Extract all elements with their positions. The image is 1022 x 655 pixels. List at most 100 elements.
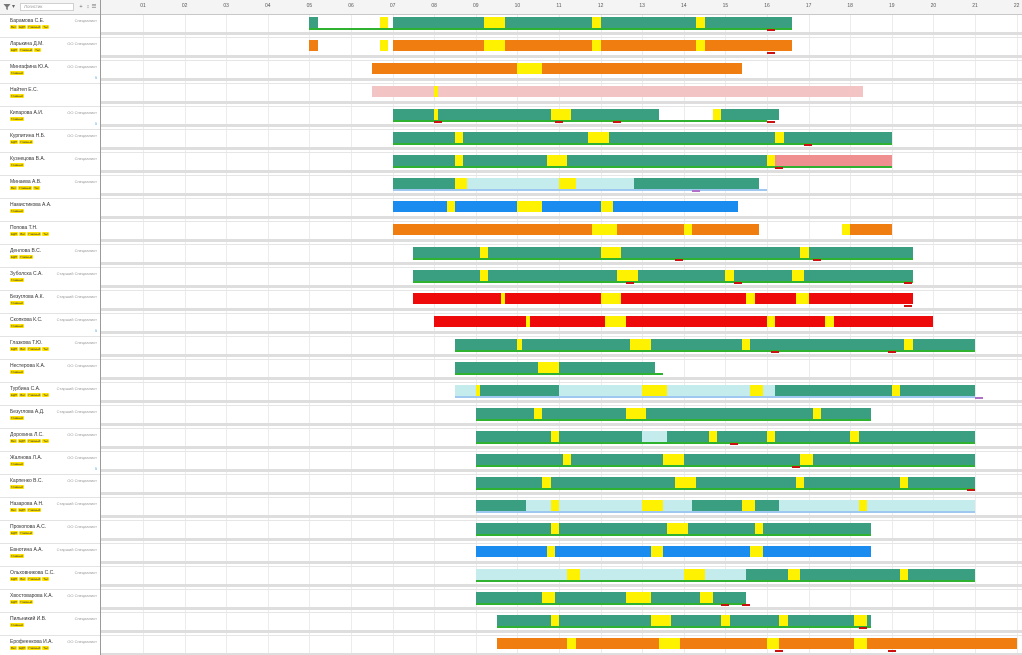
shift-bar[interactable] (567, 569, 580, 580)
shift-bar[interactable] (825, 316, 834, 327)
shift-bar[interactable] (617, 270, 639, 281)
shift-bar[interactable] (525, 316, 530, 327)
shift-bar[interactable] (812, 454, 975, 465)
shift-bar[interactable] (708, 431, 718, 442)
shift-bar[interactable] (579, 569, 684, 580)
shift-bar[interactable] (767, 431, 776, 442)
shift-bar[interactable] (775, 385, 892, 396)
shift-bar[interactable] (692, 224, 759, 235)
shift-bar[interactable] (642, 500, 663, 511)
shift-bar[interactable] (850, 431, 859, 442)
shift-bar[interactable] (796, 293, 809, 304)
shift-bar[interactable] (796, 477, 805, 488)
search-input[interactable]: Логистик (20, 3, 74, 11)
shift-bar[interactable] (371, 86, 435, 97)
chevron-down-icon[interactable]: ▾ (12, 4, 16, 10)
shift-bar[interactable] (679, 638, 767, 649)
shift-bar[interactable] (638, 362, 655, 373)
shift-bar[interactable] (625, 408, 647, 419)
shift-bar[interactable] (696, 40, 705, 51)
shift-bar[interactable] (762, 385, 776, 396)
shift-bar[interactable] (488, 178, 559, 189)
shift-bar[interactable] (559, 178, 576, 189)
shift-bar[interactable] (733, 86, 863, 97)
shift-bar[interactable] (642, 109, 659, 120)
shift-bar[interactable] (380, 40, 389, 51)
employee-row[interactable]: Ерофеенкова И.А. ОО Специалист Вкл ЕДП Главн… (0, 636, 100, 655)
employee-row[interactable]: Карпенко В.С. ОО Специалист Главный (0, 475, 100, 498)
shift-bar[interactable] (542, 408, 626, 419)
shift-bar[interactable] (554, 592, 626, 603)
shift-bar[interactable] (525, 500, 551, 511)
shift-bar[interactable] (646, 408, 813, 419)
shift-bar[interactable] (808, 293, 913, 304)
shift-bar[interactable] (392, 155, 455, 166)
shift-bar[interactable] (841, 224, 851, 235)
shift-bar[interactable] (496, 638, 568, 649)
shift-bar[interactable] (908, 477, 975, 488)
employee-row[interactable]: Безуглова А.К. Старший Специалист Главный (0, 291, 100, 314)
shift-bar[interactable] (600, 40, 697, 51)
shift-bar[interactable] (550, 477, 676, 488)
shift-bar[interactable] (608, 132, 776, 143)
shift-bar[interactable] (658, 638, 680, 649)
shift-bar[interactable] (463, 155, 547, 166)
shift-bar[interactable] (538, 362, 559, 373)
shift-bar[interactable] (833, 316, 934, 327)
shift-bar[interactable] (371, 63, 518, 74)
add-icon[interactable]: + (79, 4, 83, 10)
shift-bar[interactable] (475, 431, 551, 442)
shift-bar[interactable] (592, 40, 601, 51)
shift-bar[interactable] (392, 224, 593, 235)
shift-bar[interactable] (559, 431, 643, 442)
shift-bar[interactable] (750, 385, 763, 396)
shift-bar[interactable] (687, 523, 755, 534)
employee-row[interactable]: Кипарова А.И. ОО Специалист Главный 5 (0, 107, 100, 130)
shift-bar[interactable] (650, 615, 672, 626)
shift-bar[interactable] (708, 385, 751, 396)
shift-bar[interactable] (475, 477, 543, 488)
shift-bar[interactable] (413, 293, 501, 304)
employee-row[interactable]: Глазкова Т.Ю. Специалист ЕДП Вкл Главный Тел (0, 337, 100, 360)
sort-icon[interactable]: ↕ (86, 4, 90, 10)
shift-bar[interactable] (479, 247, 489, 258)
shift-bar[interactable] (567, 638, 576, 649)
shift-bar[interactable] (804, 477, 901, 488)
shift-bar[interactable] (392, 17, 485, 28)
shift-bar[interactable] (455, 339, 518, 350)
shift-bar[interactable] (592, 224, 618, 235)
shift-bar[interactable] (742, 339, 751, 350)
shift-bar[interactable] (642, 431, 668, 442)
shift-bar[interactable] (754, 500, 780, 511)
employee-row[interactable]: Жалнова Л.А. ОО Специалист Главный 5 (0, 452, 100, 475)
shift-bar[interactable] (463, 132, 589, 143)
shift-bar[interactable] (812, 408, 822, 419)
shift-bar[interactable] (638, 270, 726, 281)
shift-bar[interactable] (309, 17, 318, 28)
shift-bar[interactable] (854, 615, 867, 626)
shift-bar[interactable] (650, 592, 701, 603)
shift-bar[interactable] (808, 247, 913, 258)
shift-bar[interactable] (650, 546, 663, 557)
shift-bar[interactable] (600, 247, 622, 258)
shift-bar[interactable] (496, 615, 551, 626)
shift-bar[interactable] (521, 86, 651, 97)
shift-bar[interactable] (729, 615, 780, 626)
shift-bar[interactable] (725, 270, 734, 281)
shift-bar[interactable] (625, 592, 651, 603)
shift-bar[interactable] (787, 615, 855, 626)
shift-bar[interactable] (700, 592, 713, 603)
shift-bar[interactable] (563, 454, 572, 465)
shift-bar[interactable] (542, 477, 551, 488)
employee-row[interactable]: Курпитина Н.Б. ОО Специалист ЕДП Главный (0, 130, 100, 153)
shift-bar[interactable] (517, 63, 543, 74)
shift-bar[interactable] (380, 17, 389, 28)
shift-bar[interactable] (534, 408, 543, 419)
shift-bar[interactable] (675, 477, 697, 488)
shift-bar[interactable] (517, 339, 522, 350)
shift-bar[interactable] (683, 569, 705, 580)
shift-bar[interactable] (650, 339, 743, 350)
shift-bar[interactable] (488, 270, 618, 281)
shift-bar[interactable] (475, 454, 564, 465)
employee-row[interactable]: Мингафина Ю.А. ОО Специалист Главный 5 (0, 61, 100, 84)
